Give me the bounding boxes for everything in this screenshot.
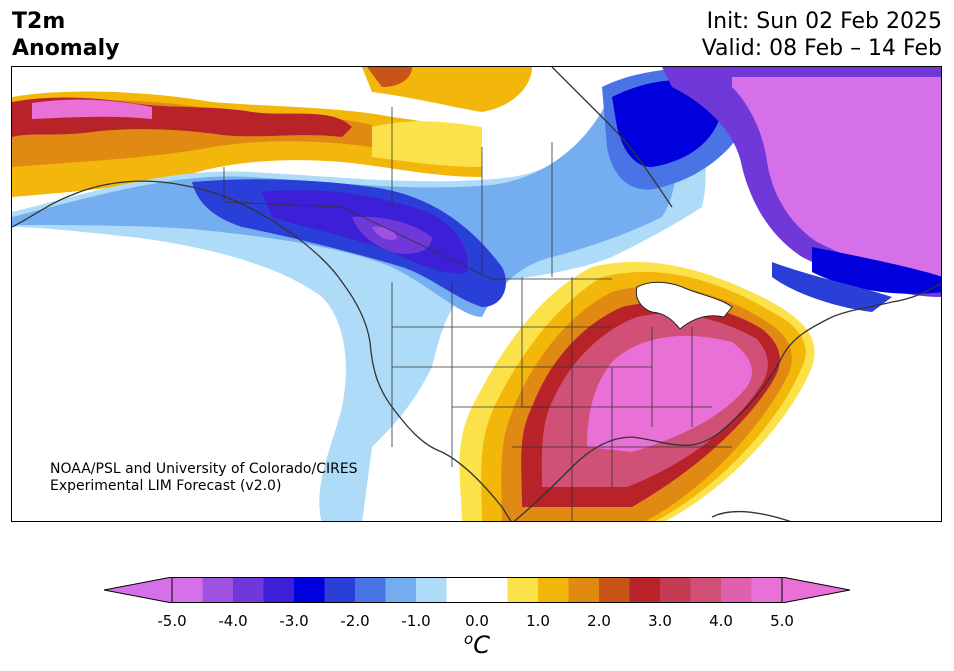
title-anomaly: Anomaly — [12, 36, 120, 61]
colorbar-outline — [171, 577, 783, 603]
colorbar-bin — [599, 577, 630, 603]
init-date: Init: Sun 02 Feb 2025 — [706, 9, 942, 34]
colorbar-bin — [568, 577, 600, 603]
colorbar-bin — [629, 577, 661, 603]
colorbar-bin — [385, 577, 417, 603]
forecast-dates: Init: Sun 02 Feb 2025 Valid: 08 Feb – 14… — [702, 8, 942, 62]
coastlines — [12, 67, 941, 521]
colorbar-tick-label: 2.0 — [587, 612, 611, 630]
colorbar-bin — [507, 577, 539, 603]
cold-band-hole — [372, 226, 397, 240]
anomaly-map-canvas — [12, 67, 941, 521]
colorbar-bin — [233, 577, 264, 603]
colorbar-bin — [416, 577, 447, 603]
colorbar-bin — [324, 577, 356, 603]
colorbar-tick-label: 4.0 — [709, 612, 733, 630]
cold-newfoundland — [812, 247, 941, 294]
credit-line-2: Experimental LIM Forecast (v2.0) — [50, 478, 282, 494]
cold-blue-strip — [772, 262, 892, 312]
colorbar-extend-low — [104, 577, 173, 603]
colorbar-tick-label: -4.0 — [218, 612, 248, 630]
colorbar-bin — [263, 577, 295, 603]
colorbar-tick-label: 3.0 — [648, 612, 672, 630]
colorbar-bin — [660, 577, 691, 603]
colorbar-bin — [477, 577, 508, 603]
colorbar-extend-high — [781, 577, 850, 603]
warm-us-magenta — [587, 335, 752, 452]
warm-alaska-magenta — [32, 99, 152, 119]
colorbar-bin — [355, 577, 386, 603]
title-variable: T2m — [12, 9, 66, 34]
unit-degree: o — [464, 630, 474, 648]
warm-arctic-core — [367, 67, 412, 87]
colorbar-bins — [172, 577, 783, 603]
colorbar-tick-label: 0.0 — [465, 612, 489, 630]
colorbar-bin — [690, 577, 722, 603]
colorbar-bin — [446, 577, 478, 603]
credit-line-1: NOAA/PSL and University of Colorado/CIRE… — [50, 461, 358, 477]
colorbar-tick-label: 5.0 — [770, 612, 794, 630]
cold-greenland-core — [732, 77, 941, 277]
colorbar-tick-label: -2.0 — [340, 612, 370, 630]
map-title: T2m Anomaly — [12, 8, 119, 62]
colorbar-unit: oC — [464, 630, 490, 659]
valid-range: Valid: 08 Feb – 14 Feb — [701, 36, 942, 61]
warm-yellow-edge — [372, 121, 482, 167]
credit-text: NOAA/PSL and University of Colorado/CIRE… — [50, 461, 358, 495]
political-borders — [223, 107, 732, 521]
colorbar-bin — [751, 577, 783, 603]
unit-letter: C — [473, 631, 490, 659]
cold-quebec-core — [612, 80, 722, 167]
colorbar-bin — [538, 577, 569, 603]
colorbar — [104, 577, 850, 603]
colorbar-tick-label: -3.0 — [279, 612, 309, 630]
colorbar-bin — [202, 577, 234, 603]
colorbar-bin — [294, 577, 325, 603]
anomaly-map: NOAA/PSL and University of Colorado/CIRE… — [11, 66, 942, 522]
colorbar-tick-label: 1.0 — [526, 612, 550, 630]
great-lakes — [635, 281, 733, 330]
colorbar-bin — [172, 577, 203, 603]
colorbar-bin — [721, 577, 752, 603]
colorbar-tick-label: -1.0 — [401, 612, 431, 630]
colorbar-tick-label: -5.0 — [157, 612, 187, 630]
